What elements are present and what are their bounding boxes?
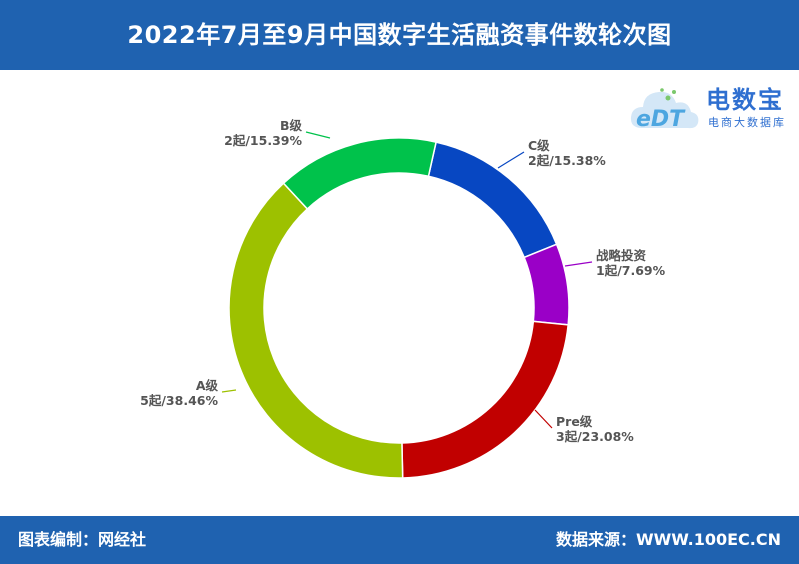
- logo-mark: eDT: [636, 107, 686, 132]
- donut-slice-pre: [401, 320, 569, 479]
- donut-slice-a: [228, 182, 404, 479]
- slice-label-value: 2起/15.39%: [224, 133, 302, 148]
- slice-label-value: 3起/23.08%: [556, 429, 634, 444]
- title-bar: 2022年7月至9月中国数字生活融资事件数轮次图: [0, 0, 799, 70]
- donut-slice-s1: [523, 243, 570, 326]
- footer-bar: 图表编制：网经社 数据来源：WWW.100EC.CN: [0, 516, 799, 564]
- chart-title: 2022年7月至9月中国数字生活融资事件数轮次图: [127, 21, 672, 49]
- logo-subtitle: 电商大数据库: [708, 116, 786, 129]
- slice-label-name: A级: [196, 378, 219, 393]
- logo: eDT 电数宝 电商大数据库: [628, 76, 793, 138]
- leader-line: [221, 389, 237, 393]
- footer-source: 数据来源：WWW.100EC.CN: [555, 530, 781, 549]
- leader-line: [534, 409, 553, 429]
- slice-label-name: B级: [280, 118, 303, 133]
- donut-slice-b: [282, 137, 437, 210]
- footer-credit: 图表编制：网经社: [18, 530, 147, 549]
- cloud-logo-icon: eDT: [630, 88, 699, 132]
- slice-label-name: Pre级: [556, 414, 593, 429]
- slice-label-value: 1起/7.69%: [596, 263, 666, 278]
- leader-line: [497, 151, 525, 169]
- slice-label-name: 战略投资: [596, 248, 647, 263]
- slice-label-name: C级: [528, 138, 550, 153]
- logo-brand: 电数宝: [706, 86, 784, 114]
- leader-line: [564, 261, 593, 267]
- leader-line: [305, 131, 331, 139]
- slice-label-value: 2起/15.38%: [528, 153, 606, 168]
- slice-label-value: 5起/38.46%: [140, 393, 218, 408]
